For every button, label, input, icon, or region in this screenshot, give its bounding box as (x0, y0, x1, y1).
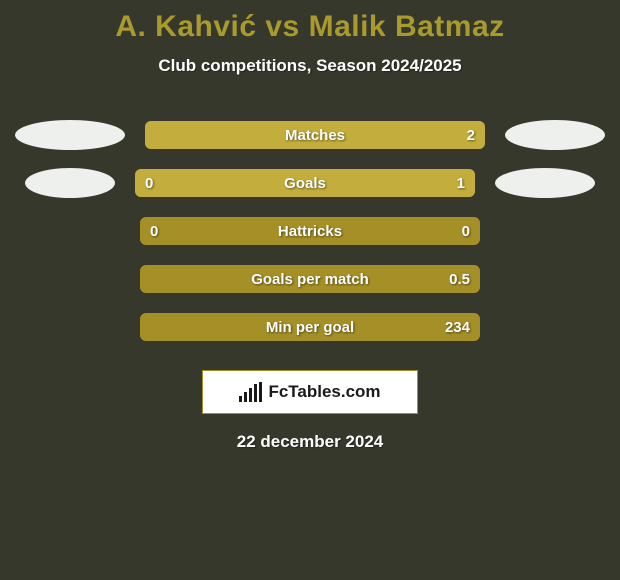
stat-label: Hattricks (140, 217, 480, 245)
stat-bar: Matches2 (145, 121, 485, 149)
stat-bar: Min per goal234 (140, 313, 480, 341)
player-left-marker (15, 120, 125, 150)
stat-row: Hattricks0 0 (0, 216, 620, 246)
player-right-marker (495, 168, 595, 198)
stat-row: Matches2 (0, 120, 620, 150)
brand-badge: FcTables.com (202, 370, 418, 414)
spacer (10, 312, 120, 342)
stat-value-left: 0 (150, 217, 158, 245)
stat-value-right: 0.5 (449, 265, 470, 293)
stats-comparison-card: A. Kahvić vs Malik Batmaz Club competiti… (0, 0, 620, 580)
page-title: A. Kahvić vs Malik Batmaz (0, 0, 620, 44)
stat-row: Goals0 1 (0, 168, 620, 198)
subtitle: Club competitions, Season 2024/2025 (0, 56, 620, 76)
stat-label: Matches (145, 121, 485, 149)
stat-bar: Goals per match0.5 (140, 265, 480, 293)
stat-rows: Matches2Goals01Hattricks00Goals per matc… (0, 120, 620, 342)
stat-row: Min per goal234 (0, 312, 620, 342)
player-left-marker (25, 168, 115, 198)
stat-bar: Goals0 1 (135, 169, 475, 197)
stat-label: Goals (135, 169, 475, 197)
spacer (500, 312, 610, 342)
stat-value-right: 234 (445, 313, 470, 341)
player-right-marker (505, 120, 605, 150)
spacer (10, 216, 120, 246)
stat-bar: Hattricks0 0 (140, 217, 480, 245)
stat-value-right: 2 (467, 121, 475, 149)
spacer (500, 264, 610, 294)
spacer (10, 264, 120, 294)
stat-row: Goals per match0.5 (0, 264, 620, 294)
stat-value-right: 1 (457, 169, 465, 197)
stat-value-right: 0 (462, 217, 470, 245)
stat-label: Goals per match (140, 265, 480, 293)
stat-label: Min per goal (140, 313, 480, 341)
brand-text: FcTables.com (268, 382, 380, 402)
bar-chart-icon (239, 382, 262, 402)
spacer (500, 216, 610, 246)
stat-value-left: 0 (145, 169, 153, 197)
footer-date: 22 december 2024 (0, 432, 620, 452)
